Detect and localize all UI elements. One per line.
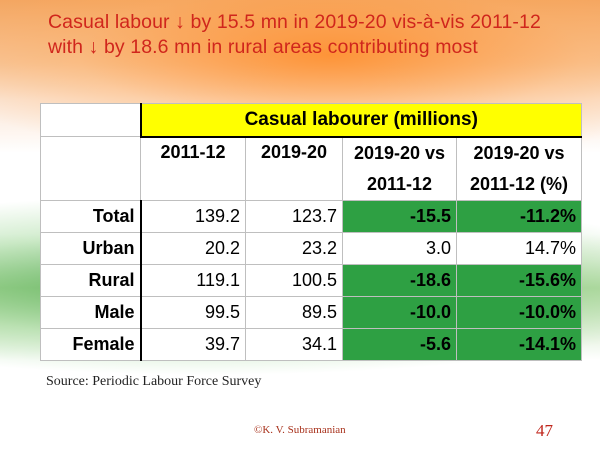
table-header: Casual labourer (millions) [139,103,582,138]
col-header-2011-12: 2011-12 [140,136,246,201]
value-2019-20: 23.2 [245,231,343,265]
value-difference: -18.6 [342,263,457,297]
source-note: Source: Periodic Labour Force Survey [46,374,262,389]
value-2011-12: 39.7 [140,327,246,361]
row-label: Total [40,199,142,233]
title-line-1: Casual labour ↓ by 15.5 mn in 2019-20 vi… [48,11,541,33]
col-header-2019-20: 2019-20 [245,136,343,201]
slide-title: Casual labour ↓ by 15.5 mn in 2019-20 vi… [48,10,588,60]
col-header-pct-line1: 2019-20 vs [456,136,582,169]
value-2011-12: 99.5 [140,295,246,329]
empty-corner-cell [40,103,141,137]
value-2019-20: 123.7 [245,199,343,233]
table-row-female: Female 39.7 34.1 -5.6 -14.1% [40,327,582,361]
col-header-pct-line2: 2011-12 (%) [456,168,582,201]
empty-label-cell [40,136,141,201]
value-percent-change: -10.0% [456,295,582,329]
author-credit: ©K. V. Subramanian [254,424,346,436]
value-percent-change: -14.1% [456,327,582,361]
value-percent-change: -15.6% [456,263,582,297]
value-percent-change: 14.7% [456,231,582,265]
title-line-2: with ↓ by 18.6 mn in rural areas contrib… [48,36,478,58]
value-2019-20: 34.1 [245,327,343,361]
row-label: Urban [40,231,142,265]
page-number: 47 [536,421,553,440]
value-2011-12: 20.2 [140,231,246,265]
value-difference: -10.0 [342,295,457,329]
value-2011-12: 119.1 [140,263,246,297]
value-difference: 3.0 [342,231,457,265]
value-difference: -15.5 [342,199,457,233]
value-difference: -5.6 [342,327,457,361]
row-label: Female [40,327,142,361]
value-percent-change: -11.2% [456,199,582,233]
value-2019-20: 100.5 [245,263,343,297]
table-row-urban: Urban 20.2 23.2 3.0 14.7% [40,231,582,265]
table-row-rural: Rural 119.1 100.5 -18.6 -15.6% [40,263,582,297]
col-header-diff-line1: 2019-20 vs [342,136,457,169]
value-2011-12: 139.2 [140,199,246,233]
row-label: Male [40,295,142,329]
table-row-total: Total 139.2 123.7 -15.5 -11.2% [40,199,582,233]
row-label: Rural [40,263,142,297]
casual-labour-table: Casual labourer (millions) 2011-12 2019-… [40,103,582,361]
table-row-male: Male 99.5 89.5 -10.0 -10.0% [40,295,582,329]
value-2019-20: 89.5 [245,295,343,329]
col-header-diff-line2: 2011-12 [342,168,457,201]
